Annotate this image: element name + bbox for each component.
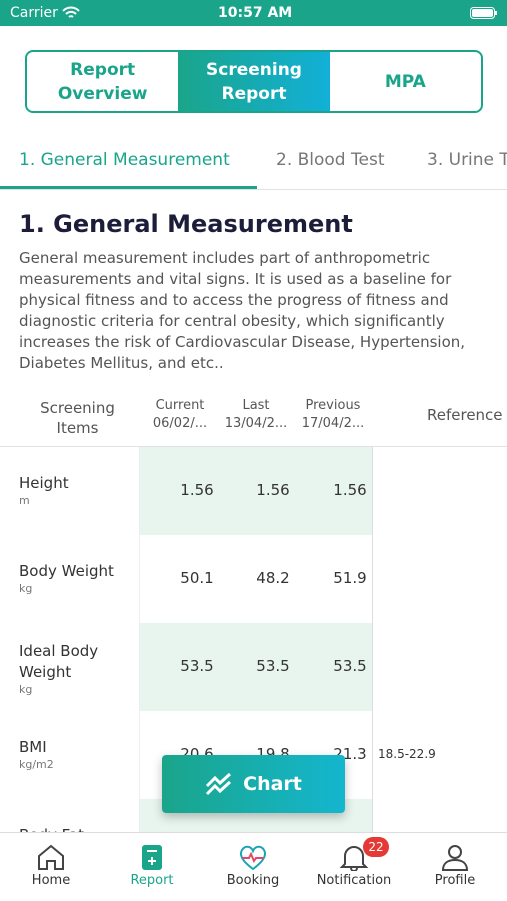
chart-button-label: Chart <box>243 773 302 795</box>
nav-label: Notification <box>316 873 392 888</box>
value-cell: 53.5 <box>180 657 214 675</box>
segment[interactable]: Report Overview <box>57 59 148 104</box>
value-cell: 1.56 <box>180 481 214 499</box>
tab[interactable]: 2. Blood Test <box>276 150 385 170</box>
profile-icon <box>441 845 469 871</box>
row-band <box>140 447 372 535</box>
nav-label: Home <box>31 873 71 888</box>
section-title: 1. General Measurement <box>19 210 353 238</box>
header-cell: Current 06/02/... <box>145 397 215 433</box>
item-unit: kg <box>19 582 33 595</box>
reference-cell: 18.5-22.9 <box>378 747 436 761</box>
section-description: General measurement includes part of ant… <box>19 249 466 372</box>
column-divider <box>372 447 373 832</box>
battery-icon <box>470 7 497 19</box>
report-icon <box>142 845 162 870</box>
value-cell: 53.5 <box>256 657 290 675</box>
value-cell: 51.9 <box>333 569 367 587</box>
header-date: 17/04/2... <box>301 416 365 431</box>
header-label: Previous <box>305 398 361 413</box>
item-name: BMI <box>19 738 47 756</box>
item-unit: kg <box>19 683 33 696</box>
tab[interactable]: 3. Urine T <box>427 150 507 170</box>
header-cell: Reference <box>427 406 503 424</box>
value-cell: 48.2 <box>256 569 290 587</box>
nav-item[interactable]: Notification 22 <box>304 833 404 901</box>
nav-item[interactable]: Home <box>1 833 101 901</box>
nav-label: Report <box>130 873 174 888</box>
header-cell: Screening Items <box>40 399 115 437</box>
item-name: Body Fat <box>19 825 129 832</box>
home-icon <box>38 844 64 870</box>
item-unit: m <box>19 494 30 507</box>
header-label: Current <box>155 398 205 413</box>
header-date: 13/04/2... <box>224 416 288 431</box>
nav-item[interactable]: Report <box>102 833 202 901</box>
segment[interactable]: Screening Report <box>178 52 330 111</box>
item-unit: kg/m2 <box>19 758 54 771</box>
bell-icon <box>339 846 369 871</box>
item-name: Ideal Body Weight <box>19 642 99 681</box>
carrier: Carrier <box>10 5 58 21</box>
item-cell: Ideal Body Weight kg <box>19 641 129 696</box>
header-date: 06/02/... <box>152 416 208 431</box>
item-name: Height <box>19 474 69 492</box>
chart-icon <box>206 772 232 796</box>
nav-label: Profile <box>434 873 476 888</box>
item-name: Body Weight <box>19 562 114 580</box>
table-row: Body Weight kg 50.1 48.2 51.9 <box>0 535 507 623</box>
header-label: Last <box>242 398 270 413</box>
segmented-control: Report Overview Screening Report MPA <box>25 50 483 113</box>
header-divider <box>0 446 507 447</box>
value-cell: 50.1 <box>180 569 214 587</box>
item-cell: Body Fat <box>19 825 129 832</box>
value-cell: 53.5 <box>333 657 367 675</box>
header-cell: Last 13/04/2... <box>221 397 291 433</box>
booking-icon <box>239 845 267 871</box>
table-row: Height m 1.56 1.56 1.56 <box>0 447 507 535</box>
nav-label: Booking <box>226 873 280 888</box>
wifi-icon <box>62 6 80 18</box>
notification-badge: 22 <box>363 837 389 857</box>
nav-item[interactable]: Profile <box>405 833 505 901</box>
column-divider <box>139 447 140 832</box>
time: 10:57 AM <box>218 5 293 21</box>
table-row: BMI kg/m2 20.6 19.8 21.3 18.5-22.9 <box>0 711 507 799</box>
value-cell: 1.56 <box>333 481 367 499</box>
bottom-nav: Home Report Booking Notification 22 Prof… <box>0 832 507 900</box>
chart-button[interactable]: Chart <box>162 755 345 813</box>
tab-divider <box>0 189 507 190</box>
item-cell: Body Weight kg <box>19 561 129 595</box>
item-cell: Height m <box>19 473 129 507</box>
item-cell: BMI kg/m2 <box>19 737 129 771</box>
tab-indicator <box>0 186 257 189</box>
segment[interactable]: MPA <box>384 71 426 92</box>
status-bar: Carrier 10:57 AM <box>0 0 507 26</box>
nav-item[interactable]: Booking <box>203 833 303 901</box>
value-cell: 1.56 <box>256 481 290 499</box>
row-band <box>140 623 372 711</box>
table-row: Ideal Body Weight kg 53.5 53.5 53.5 <box>0 623 507 711</box>
header-cell: Previous 17/04/2... <box>297 397 369 433</box>
tab[interactable]: 1. General Measurement <box>19 150 230 170</box>
